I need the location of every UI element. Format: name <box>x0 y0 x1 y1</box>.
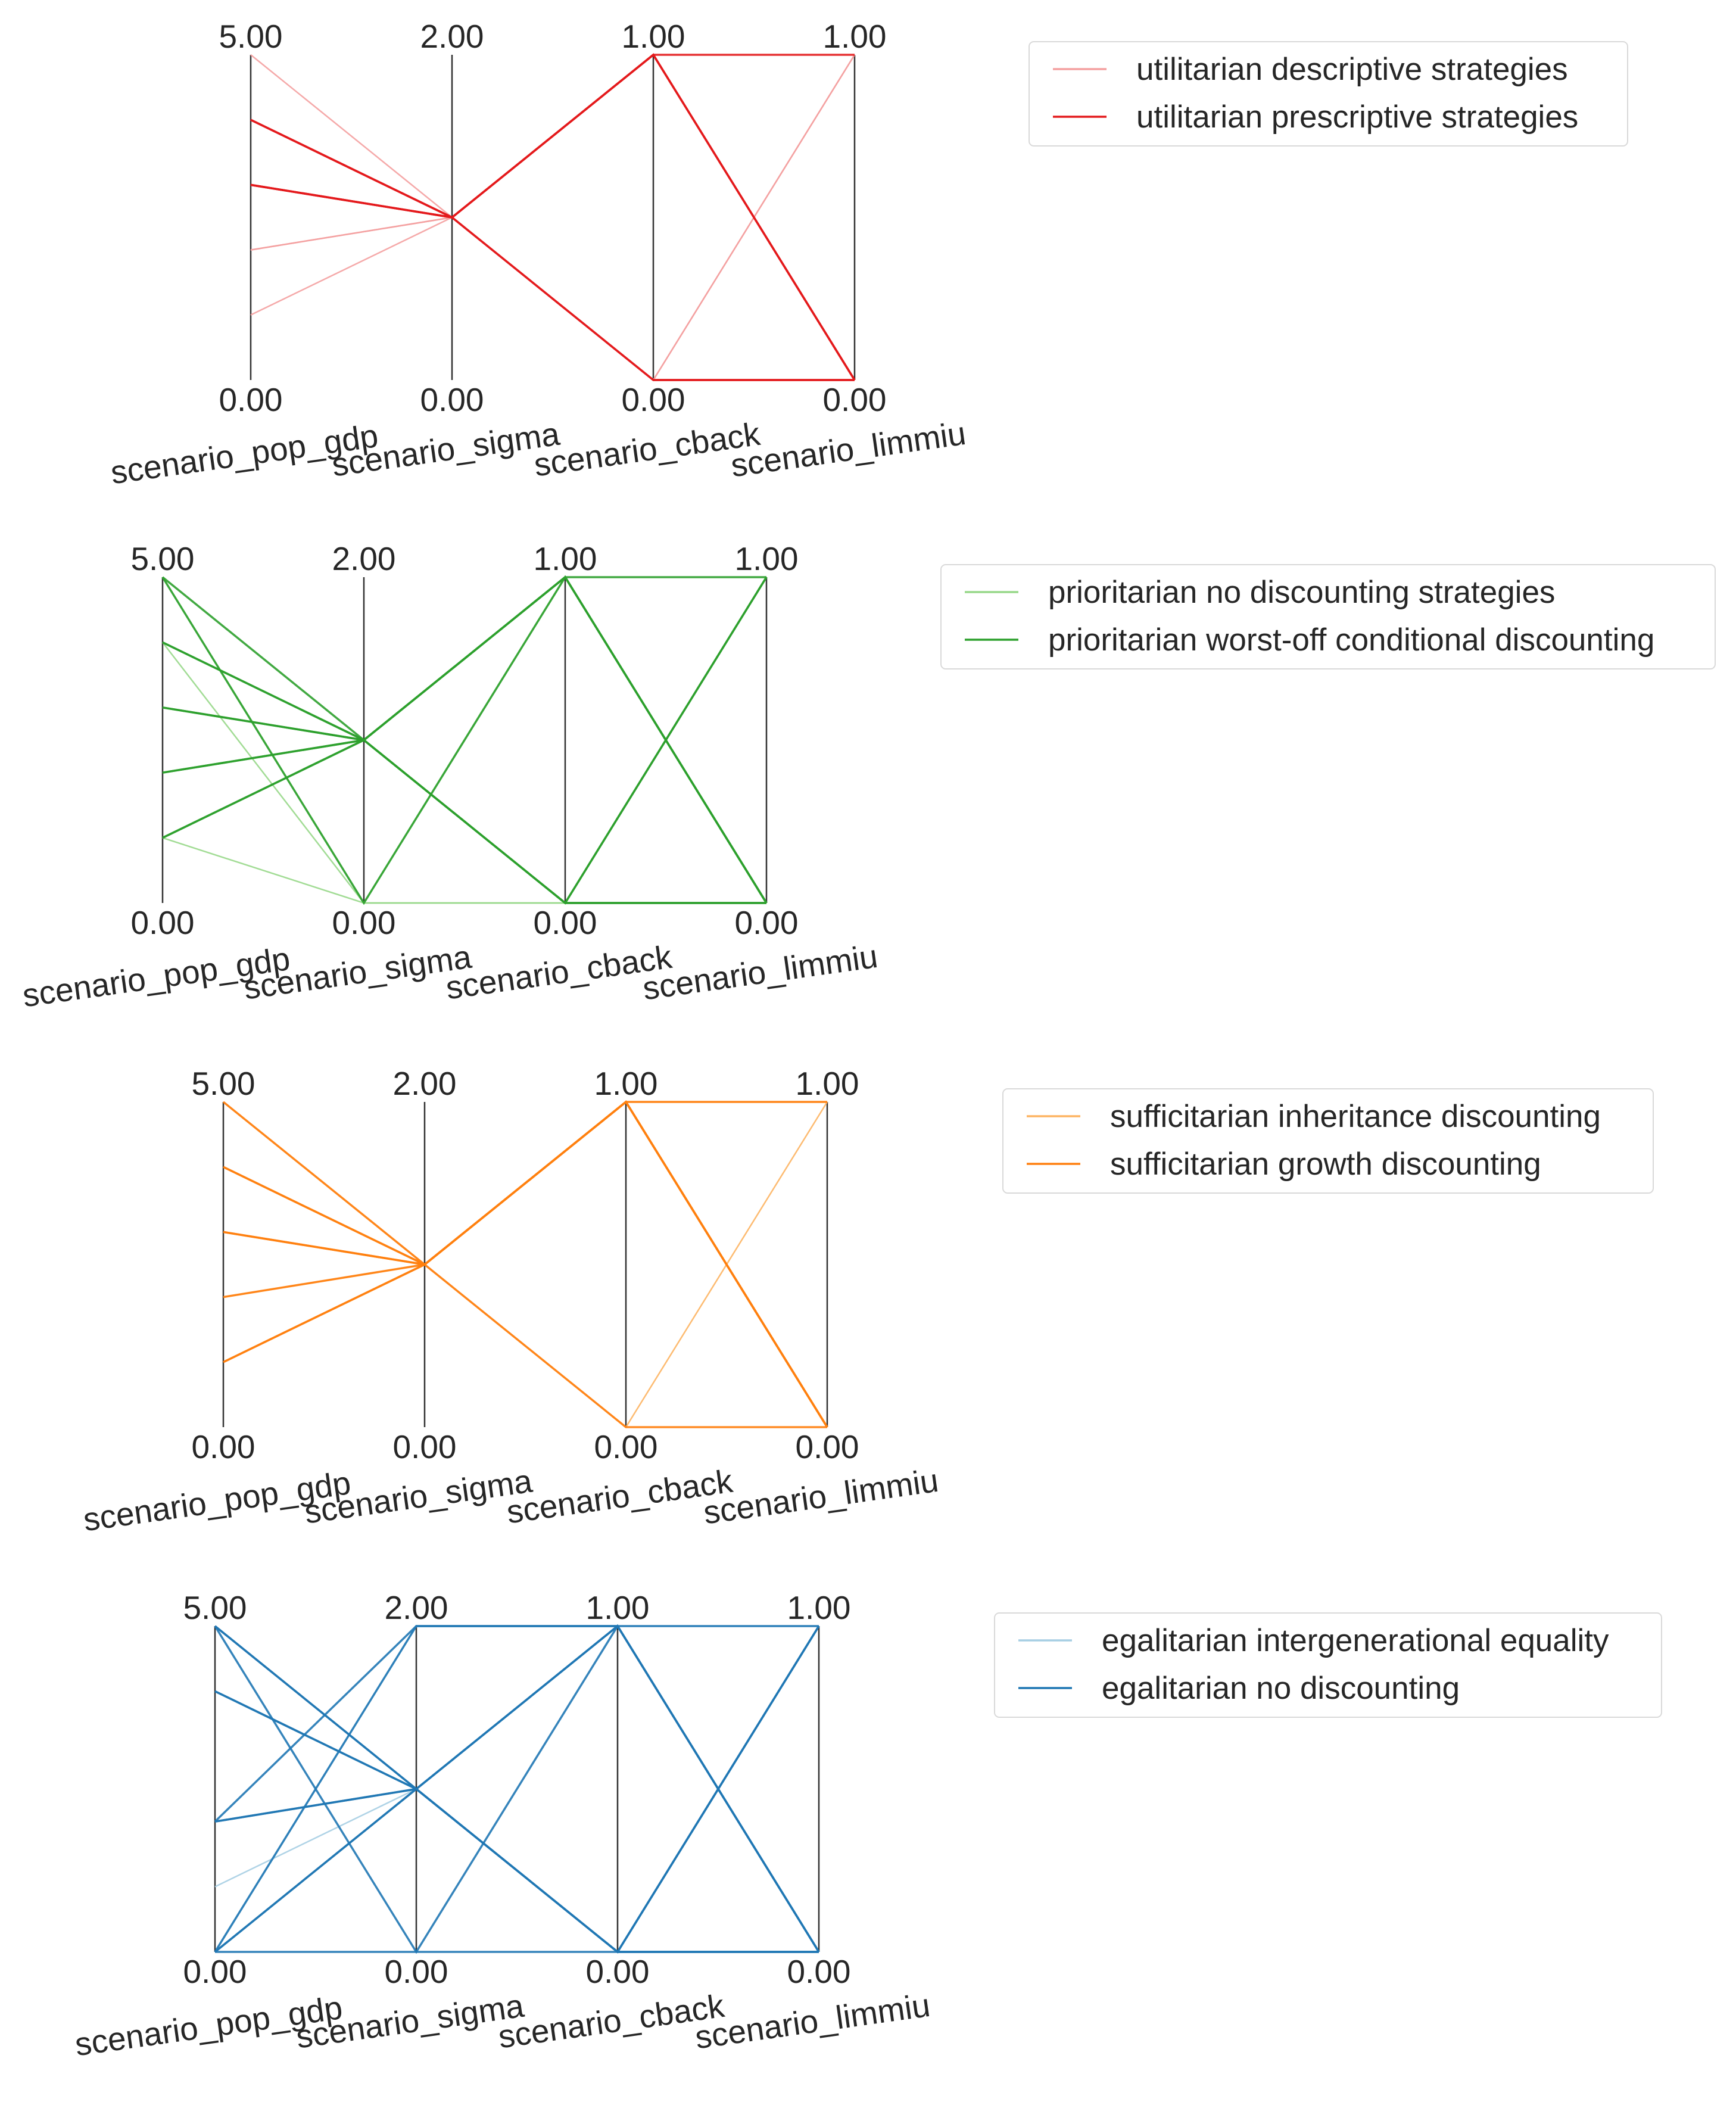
axis-min-label: 0.00 <box>822 381 886 418</box>
axis-min-label: 0.00 <box>533 904 597 941</box>
series-line <box>223 1101 828 1428</box>
axis-min-label: 0.00 <box>585 1953 649 1990</box>
axis-max-label: 2.00 <box>332 540 395 577</box>
axis-min-label: 0.00 <box>594 1428 657 1465</box>
axis-name-scenario-cback: scenario_cback <box>504 1462 735 1531</box>
parallel-plot-3: 5.000.00scenario_pop_gdp2.000.00scenario… <box>81 1065 1654 1538</box>
series-line <box>223 1100 828 1428</box>
legend-2: prioritarian no discounting strategies pr… <box>940 564 1716 669</box>
axis-min-label: 0.00 <box>787 1953 850 1990</box>
legend-4: egalitarian intergenerational equality eg… <box>994 1612 1662 1718</box>
axis-max-label: 1.00 <box>795 1065 859 1102</box>
series-line <box>223 1166 827 1428</box>
series-line <box>250 54 856 381</box>
axis-max-label: 1.00 <box>533 540 597 577</box>
axis-min-label: 0.00 <box>795 1428 859 1465</box>
series-sufficitarian-growth-discounting <box>222 1100 828 1428</box>
legend-frame <box>940 564 1716 669</box>
axis-max-label: 1.00 <box>594 1065 657 1102</box>
legend-entry-label: prioritarian worst-off conditional disco… <box>1048 622 1654 658</box>
axis-min-label: 0.00 <box>420 381 484 418</box>
legend-entry-label: egalitarian intergenerational equality <box>1102 1623 1609 1658</box>
axis-max-label: 5.00 <box>219 18 282 55</box>
series-line <box>223 1101 828 1428</box>
series-line <box>223 1100 828 1428</box>
parallel-plot-4: 5.000.00scenario_pop_gdp2.000.00scenario… <box>73 1589 1662 2063</box>
legend-entry-label: sufficitarian growth discounting <box>1110 1147 1541 1182</box>
axis-max-label: 2.00 <box>420 18 484 55</box>
series-line <box>250 53 856 381</box>
series-line <box>250 54 856 381</box>
series-line <box>222 1100 828 1428</box>
axis-name-scenario-cback: scenario_cback <box>496 1987 727 2056</box>
axis-max-label: 5.00 <box>183 1589 247 1626</box>
axis-max-label: 1.00 <box>585 1589 649 1626</box>
axis-min-label: 0.00 <box>191 1428 255 1465</box>
legend-entry-label: sufficitarian inheritance discounting <box>1110 1099 1601 1134</box>
series-line <box>250 119 855 381</box>
series-line <box>223 1100 828 1428</box>
series-utilitarian-prescriptive-strategies <box>250 53 856 381</box>
series-line <box>250 54 856 381</box>
series-line <box>250 53 856 381</box>
axis-min-label: 0.00 <box>621 381 685 418</box>
series-utilitarian-descriptive-strategies <box>250 54 856 381</box>
legend-3: sufficitarian inheritance discounting suf… <box>1002 1088 1654 1194</box>
axis-name-scenario-limmiu: scenario_limmiu <box>640 938 880 1007</box>
axis-name-scenario-limmiu: scenario_limmiu <box>693 1986 932 2056</box>
legend-entry-label: utilitarian prescriptive strategies <box>1136 99 1578 135</box>
legend-entry-label: prioritarian no discounting strategies <box>1048 575 1555 610</box>
series-line <box>161 575 768 905</box>
axis-max-label: 1.00 <box>787 1589 850 1626</box>
axis-min-label: 0.00 <box>332 904 395 941</box>
axis-max-label: 2.00 <box>384 1589 448 1626</box>
axis-min-label: 0.00 <box>219 381 282 418</box>
axis-max-label: 1.00 <box>621 18 685 55</box>
legend-frame <box>994 1612 1662 1718</box>
axis-min-label: 0.00 <box>384 1953 448 1990</box>
axis-min-label: 0.00 <box>130 904 194 941</box>
series-line <box>214 1625 820 1952</box>
series-line <box>223 1101 827 1298</box>
series-line <box>250 53 856 381</box>
series-egalitarian-no-discounting <box>214 1624 820 1954</box>
series-line <box>250 183 855 381</box>
series-sufficitarian-inheritance-discounting <box>223 1101 828 1428</box>
series-line <box>223 1100 828 1428</box>
axis-max-label: 1.00 <box>734 540 798 577</box>
axis-name-scenario-limmiu: scenario_limmiu <box>701 1462 940 1531</box>
axis-max-label: 5.00 <box>130 540 194 577</box>
axis-min-label: 0.00 <box>734 904 798 941</box>
series-line <box>250 54 856 381</box>
legend-1: utilitarian descriptive strategies utilit… <box>1028 41 1628 147</box>
series-line <box>162 641 766 904</box>
axis-max-label: 2.00 <box>392 1065 456 1102</box>
series-prioritarian-worst-off-conditional-discounting <box>161 575 768 905</box>
axis-min-label: 0.00 <box>183 1953 247 1990</box>
axis-max-label: 1.00 <box>822 18 886 55</box>
series-line <box>250 54 855 219</box>
legend-frame <box>1028 41 1628 147</box>
axis-name-scenario-limmiu: scenario_limmiu <box>728 415 968 484</box>
series-line <box>214 1624 820 1954</box>
series-line <box>223 1100 828 1428</box>
axis-max-label: 5.00 <box>191 1065 255 1102</box>
legend-entry-label: egalitarian no discounting <box>1102 1671 1460 1706</box>
legend-frame <box>1002 1088 1654 1194</box>
parallel-plot-1: 5.000.00scenario_pop_gdp2.000.00scenario… <box>108 18 1628 491</box>
legend-entry-label: utilitarian descriptive strategies <box>1136 52 1568 87</box>
axis-min-label: 0.00 <box>392 1428 456 1465</box>
axis-name-scenario-cback: scenario_cback <box>444 938 675 1007</box>
series-line <box>162 575 768 904</box>
parallel-plot-2: 5.000.00scenario_pop_gdp2.000.00scenario… <box>20 540 1716 1014</box>
axis-name-scenario-cback: scenario_cback <box>532 415 763 484</box>
series-line <box>162 837 766 904</box>
